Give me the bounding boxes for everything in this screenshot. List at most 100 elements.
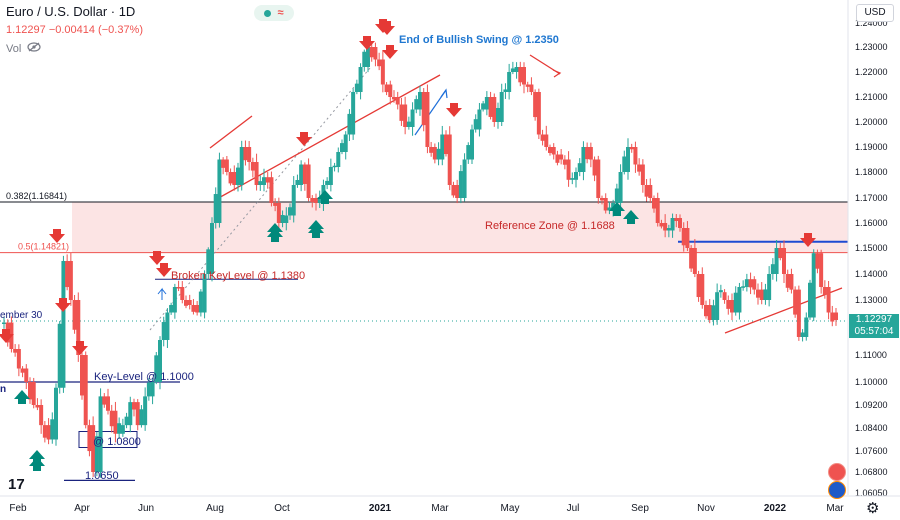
- sell-arrow-icon: [149, 251, 165, 265]
- x-tick-label: Feb: [9, 503, 27, 514]
- x-tick-label: 2021: [369, 503, 392, 514]
- buy-arrow-icon: [267, 223, 283, 237]
- candle-body: [596, 159, 601, 198]
- candle-body: [373, 47, 378, 60]
- candle-body: [481, 103, 486, 110]
- candle-body: [440, 134, 445, 160]
- candle-body: [39, 405, 44, 426]
- candle-body: [221, 159, 226, 168]
- candle-body: [284, 215, 289, 223]
- candle-body: [711, 305, 716, 320]
- candle-body: [834, 312, 838, 320]
- reference-zone: [72, 201, 848, 253]
- candle-body: [637, 164, 642, 172]
- candle-body: [566, 159, 571, 180]
- candle-body: [418, 92, 422, 110]
- candle-body: [815, 253, 820, 269]
- y-tick-label: 1.06050: [855, 488, 888, 498]
- candle-body: [328, 167, 333, 185]
- candle-body: [752, 279, 757, 290]
- candle-body: [455, 185, 460, 198]
- market-open-dot-icon: [264, 9, 272, 17]
- sell-arrow-icon: [55, 298, 71, 312]
- candle-body: [718, 290, 723, 293]
- candle-body: [462, 159, 467, 198]
- currency-button[interactable]: USD: [856, 4, 894, 22]
- candle-body: [165, 312, 170, 340]
- candle-body: [354, 83, 359, 92]
- news-flag-icon[interactable]: [828, 481, 846, 499]
- market-status-pill[interactable]: ≈: [254, 5, 294, 21]
- candle-body: [432, 147, 437, 160]
- candle-body: [592, 159, 597, 176]
- eye-off-icon[interactable]: [27, 42, 41, 55]
- candle-body: [210, 223, 214, 274]
- candle-body: [774, 248, 779, 274]
- candle-body: [782, 248, 786, 274]
- candle-body: [522, 67, 526, 85]
- candle-body: [759, 289, 764, 300]
- candle-body: [184, 300, 188, 306]
- candle-body: [722, 292, 727, 300]
- candle-body: [395, 97, 400, 105]
- fib-label: 0.382(1.16841): [6, 191, 67, 201]
- event-flag-icon[interactable]: [828, 463, 846, 481]
- candle-body: [536, 92, 541, 135]
- annotation-september-30: ember 30: [0, 310, 43, 321]
- candle-body: [280, 215, 285, 223]
- candle-body: [559, 154, 564, 160]
- candle-body: [187, 300, 192, 305]
- candle-body: [574, 172, 578, 180]
- candle-body: [302, 164, 307, 184]
- trend-line: [214, 74, 441, 201]
- candle-body: [295, 179, 300, 185]
- annotation-broken-key-level: Broken KeyLevel @ 1.1380: [171, 270, 305, 282]
- volume-toggle[interactable]: Vol: [6, 42, 41, 55]
- candle-body: [666, 228, 671, 231]
- candle-body: [16, 349, 21, 369]
- symbol-title[interactable]: Euro / U.S. Dollar · 1D: [6, 4, 136, 19]
- candle-body: [2, 322, 6, 324]
- candle-body: [555, 154, 560, 163]
- sell-arrow-icon: [0, 329, 14, 343]
- candle-body: [68, 261, 73, 300]
- y-tick-label: 1.24000: [855, 18, 888, 28]
- candle-body: [789, 274, 794, 290]
- x-tick-label: Sep: [631, 503, 649, 514]
- candle-body: [585, 147, 590, 160]
- candle-body: [785, 274, 790, 288]
- buy-arrow-icon: [308, 220, 324, 234]
- candle-body: [648, 185, 653, 198]
- candle-body: [748, 279, 753, 288]
- candle-body: [228, 172, 233, 184]
- tradingview-logo-icon[interactable]: 17: [8, 476, 25, 493]
- candle-body: [548, 147, 552, 153]
- candle-body: [150, 382, 155, 397]
- candle-body: [61, 261, 66, 388]
- candle-body: [403, 104, 408, 127]
- candle-body: [614, 188, 619, 203]
- candle-body: [629, 147, 634, 150]
- candle-body: [172, 287, 177, 313]
- candle-body: [674, 218, 679, 221]
- candle-body: [57, 323, 62, 388]
- candle-body: [767, 274, 772, 300]
- candle-body: [392, 97, 396, 100]
- candle-body: [588, 147, 593, 160]
- candle-body: [198, 291, 203, 313]
- candle-body: [102, 396, 107, 405]
- candle-body: [689, 248, 694, 269]
- candle-body: [380, 59, 385, 85]
- y-tick-label: 1.07600: [855, 446, 888, 456]
- gear-icon[interactable]: ⚙: [866, 500, 880, 517]
- candle-body: [239, 147, 244, 185]
- candle-body: [421, 92, 426, 126]
- y-tick-label: 1.20000: [855, 117, 888, 127]
- candle-body: [176, 287, 181, 289]
- trend-line: [724, 287, 843, 334]
- candle-body: [644, 185, 649, 197]
- candle-body: [388, 84, 393, 97]
- sell-arrow-icon: [382, 45, 398, 59]
- candle-body: [507, 72, 512, 92]
